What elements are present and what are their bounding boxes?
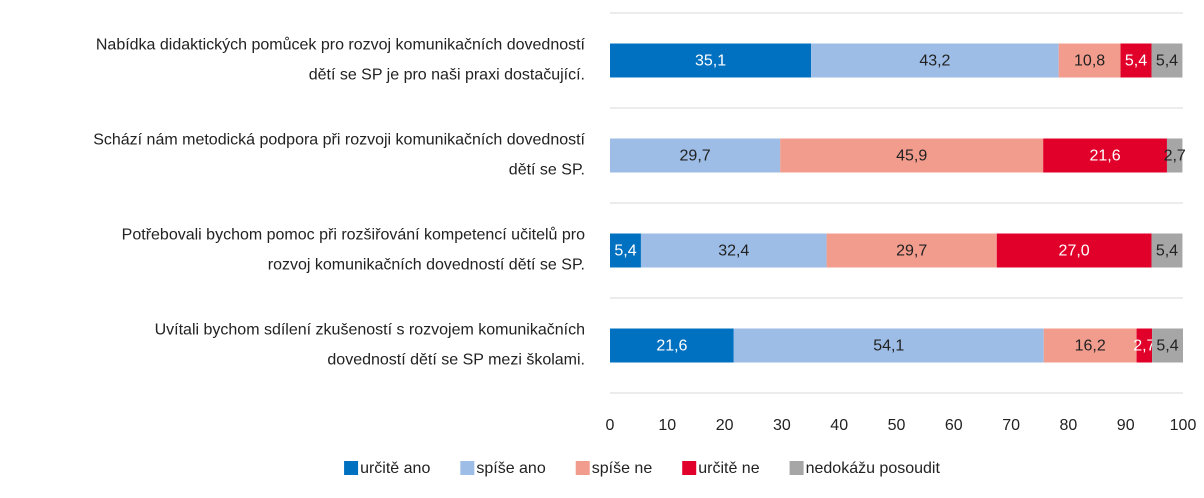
value-label: 5,4 (1156, 53, 1178, 70)
x-tick-label: 100 (1170, 417, 1197, 434)
legend-swatch (460, 461, 475, 475)
bar-segment (1152, 328, 1183, 363)
value-label: 43,2 (919, 53, 950, 70)
value-label: 16,2 (1075, 338, 1106, 355)
category-label: Potřebovali bychom pomoc při rozšiřování… (122, 226, 585, 244)
bar-segment (640, 233, 827, 268)
category-label: Uvítali bychom sdílení zkušeností s rozv… (155, 322, 585, 339)
value-label: 5,4 (614, 243, 636, 260)
value-label: 45,9 (896, 148, 927, 165)
value-label: 29,7 (896, 243, 927, 260)
bar-segment (1043, 328, 1137, 363)
legend-label: určitě ano (360, 460, 430, 477)
value-label: 10,8 (1074, 53, 1105, 70)
x-tick-label: 10 (658, 417, 676, 434)
x-tick-label: 30 (773, 417, 791, 434)
category-label: dovedností dětí se SP mezi školami. (327, 352, 585, 369)
value-label: 5,4 (1156, 243, 1178, 260)
value-label: 35,1 (695, 53, 726, 70)
legend-label: nedokážu posoudit (806, 460, 941, 477)
legend-swatch (789, 461, 804, 475)
legend-label: spíše ano (476, 460, 545, 477)
value-label: 21,6 (656, 338, 687, 355)
bar-segment (1166, 138, 1183, 173)
bar-segment (826, 233, 997, 268)
bar-segment (1058, 43, 1121, 78)
bar-segment (811, 43, 1059, 78)
category-label: rozvoj komunikačních dovedností dětí se … (268, 257, 585, 274)
bar-segment (733, 328, 1044, 363)
x-tick-label: 20 (716, 417, 734, 434)
x-tick-label: 60 (945, 417, 963, 434)
x-tick-label: 50 (888, 417, 906, 434)
category-label: Nabídka didaktických pomůcek pro rozvoj … (96, 36, 586, 54)
bar-segment (1043, 138, 1167, 173)
value-label: 54,1 (873, 338, 904, 355)
x-tick-label: 80 (1060, 417, 1078, 434)
value-label: 2,7 (1133, 338, 1155, 355)
legend-swatch (575, 461, 590, 475)
value-label: 32,4 (718, 243, 749, 260)
x-tick-label: 0 (606, 417, 615, 434)
x-tick-label: 70 (1002, 417, 1020, 434)
category-label: Schází nám metodická podpora při rozvoji… (93, 132, 585, 149)
category-label: dětí se SP je pro naši praxi dostačující… (309, 67, 585, 84)
value-label: 21,6 (1090, 148, 1121, 165)
bar-segment (1151, 233, 1183, 268)
bar-segment (610, 138, 781, 173)
x-tick-label: 40 (830, 417, 848, 434)
value-label: 5,4 (1125, 53, 1147, 70)
bar-segment (1136, 328, 1153, 363)
bar-segment (610, 233, 641, 268)
bar-segment (610, 328, 734, 363)
value-label: 27,0 (1059, 243, 1090, 260)
category-label: dětí se SP. (509, 162, 585, 179)
bar-segment (1151, 43, 1183, 78)
legend-swatch (682, 461, 697, 475)
bar-segment (610, 43, 812, 78)
x-tick-label: 90 (1117, 417, 1135, 434)
value-label: 2,7 (1164, 148, 1186, 165)
bar-segment (1120, 43, 1152, 78)
legend-label: spíše ne (592, 460, 653, 477)
bar-segment (780, 138, 1044, 173)
bar-segment (996, 233, 1152, 268)
value-label: 29,7 (680, 148, 711, 165)
legend-swatch (344, 461, 359, 475)
value-label: 5,4 (1156, 338, 1178, 355)
legend-label: určitě ne (698, 460, 759, 477)
